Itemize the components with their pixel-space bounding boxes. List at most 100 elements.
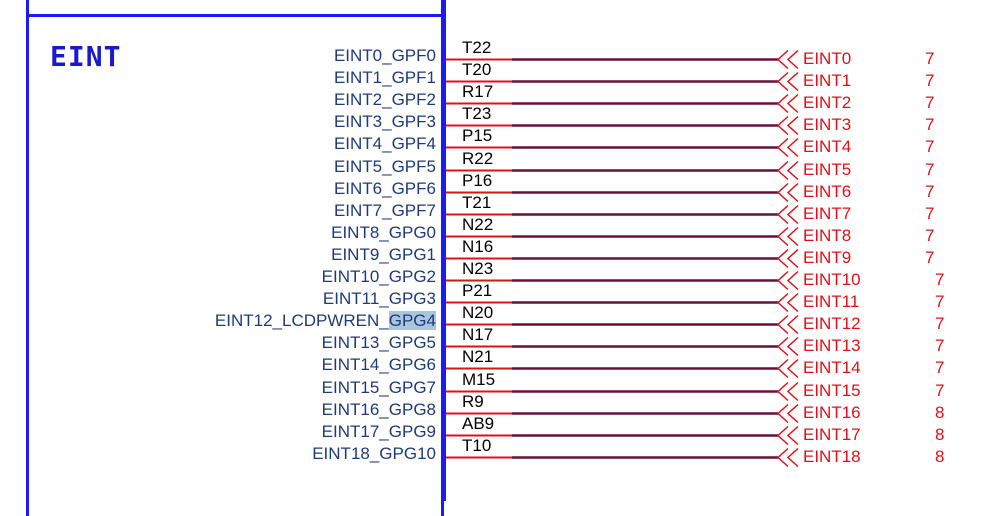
offpage-connector-icon [776,358,799,379]
page-reference: 7 [935,314,945,334]
net-name: EINT1 [803,71,852,91]
offpage-connector-icon [776,336,799,357]
offpage-connector-icon [776,93,799,114]
ball-number: N21 [462,347,494,367]
ball-number: P16 [462,170,493,190]
net-name: EINT5 [803,159,852,179]
ball-number: T10 [462,435,492,455]
pin-name: EINT2_GPF2 [334,90,436,110]
pin-name: EINT4_GPF4 [334,134,436,154]
ball-number: AB9 [462,413,495,433]
pin-name: EINT12_LCDPWREN_GPG4 [215,311,436,331]
offpage-connector-icon [776,314,799,335]
pin-name-text: EINT4_GPF4 [333,134,436,154]
pin-name-text: EINT8_GPG0 [331,222,436,242]
net-name: EINT0 [803,49,852,68]
offpage-connector-icon [776,248,799,269]
page-reference: 7 [935,292,945,312]
offpage-connector-icon [776,381,799,402]
pin-name-text: EINT10_GPG2 [321,267,436,286]
ball-number: N23 [462,259,494,278]
ic-block-frame [26,0,444,516]
offpage-connector-icon [776,137,799,158]
pin-name: EINT15_GPG7 [322,378,436,398]
pin-name: EINT1_GPF1 [334,68,436,88]
page-reference: 7 [935,270,945,289]
pin-name-text: EINT18_GPG10 [312,443,436,463]
net-name: EINT13 [803,336,861,356]
pin-name: EINT14_GPG6 [322,355,436,375]
net-name: EINT4 [803,137,852,157]
net-name: EINT3 [803,115,852,135]
ball-number: N22 [462,214,494,234]
ic-block-divider [26,14,444,17]
ball-number: T20 [462,60,492,80]
net-name: EINT15 [803,380,861,400]
page-reference: 7 [925,137,935,157]
pin-name: EINT8_GPG0 [331,223,436,243]
page-reference: 7 [925,225,935,245]
pin-name-text: EINT11_GPG3 [322,289,436,309]
page-reference: 7 [925,203,935,223]
page-reference: 7 [925,71,935,91]
net-name: EINT8 [803,225,852,245]
net-name: EINT2 [803,93,852,113]
pin-name: EINT11_GPG3 [323,289,436,309]
offpage-connector-icon [776,204,799,225]
ball-number: R9 [462,391,484,411]
schematic-wires [443,0,799,501]
offpage-connector-icon [776,292,799,313]
offpage-connector-icon [776,226,799,247]
net-name: EINT7 [803,203,852,223]
pin-name-text: EINT12_LCDPWREN_ [214,311,389,331]
pin-name-text: EINT2_GPF2 [333,90,436,110]
net-name: EINT14 [803,358,861,378]
pin-name-highlight: GPG4 [388,311,436,331]
page-reference: 7 [925,115,935,135]
pin-name: EINT6_GPF6 [334,179,436,199]
page-reference: 8 [935,424,945,444]
ball-number: M15 [462,369,496,389]
page-reference: 7 [925,247,935,267]
ball-number: T23 [462,104,492,124]
pin-name-text: EINT5_GPF5 [333,156,436,176]
offpage-connector-icon [776,403,799,424]
pin-name: EINT10_GPG2 [322,267,436,287]
net-name: EINT6 [803,181,852,201]
ball-number: N20 [462,303,494,323]
pin-name-text: EINT0_GPF0 [333,46,436,65]
pin-name-text: EINT3_GPF3 [333,112,436,132]
ball-number: P15 [462,126,493,146]
page-reference: 7 [925,49,935,68]
offpage-connector-icon [776,270,799,291]
net-name: EINT11 [803,292,860,312]
page-reference: 8 [935,402,945,422]
pin-name-text: EINT15_GPG7 [321,377,436,397]
block-title: EINT [50,40,122,73]
page-reference: 7 [925,93,935,113]
page-reference: 8 [935,446,945,466]
pin-name-text: EINT13_GPG5 [321,333,436,353]
ball-number: N17 [462,325,494,345]
pin-name-text: EINT17_GPG9 [321,421,436,441]
pin-name: EINT16_GPG8 [322,400,436,420]
ball-number: T22 [462,38,492,57]
offpage-connector-icon [776,115,799,136]
page-reference: 7 [925,181,935,201]
pin-name: EINT9_GPG1 [331,245,436,265]
net-name: EINT9 [803,247,852,267]
net-name: EINT17 [803,424,861,444]
page-reference: 7 [935,358,945,378]
pin-name-text: EINT7_GPF7 [333,200,436,220]
offpage-connector-icon [776,160,799,181]
ball-number: R17 [462,82,494,102]
page-reference: 7 [935,336,945,356]
offpage-connector-icon [776,182,799,203]
pin-name-text: EINT14_GPG6 [321,355,436,375]
pin-name-text: EINT6_GPF6 [333,178,436,198]
pin-name: EINT13_GPG5 [322,333,436,353]
offpage-connector-icon [776,71,799,92]
net-name: EINT16 [803,402,861,422]
net-name: EINT10 [803,270,861,289]
ball-number: R22 [462,148,494,168]
